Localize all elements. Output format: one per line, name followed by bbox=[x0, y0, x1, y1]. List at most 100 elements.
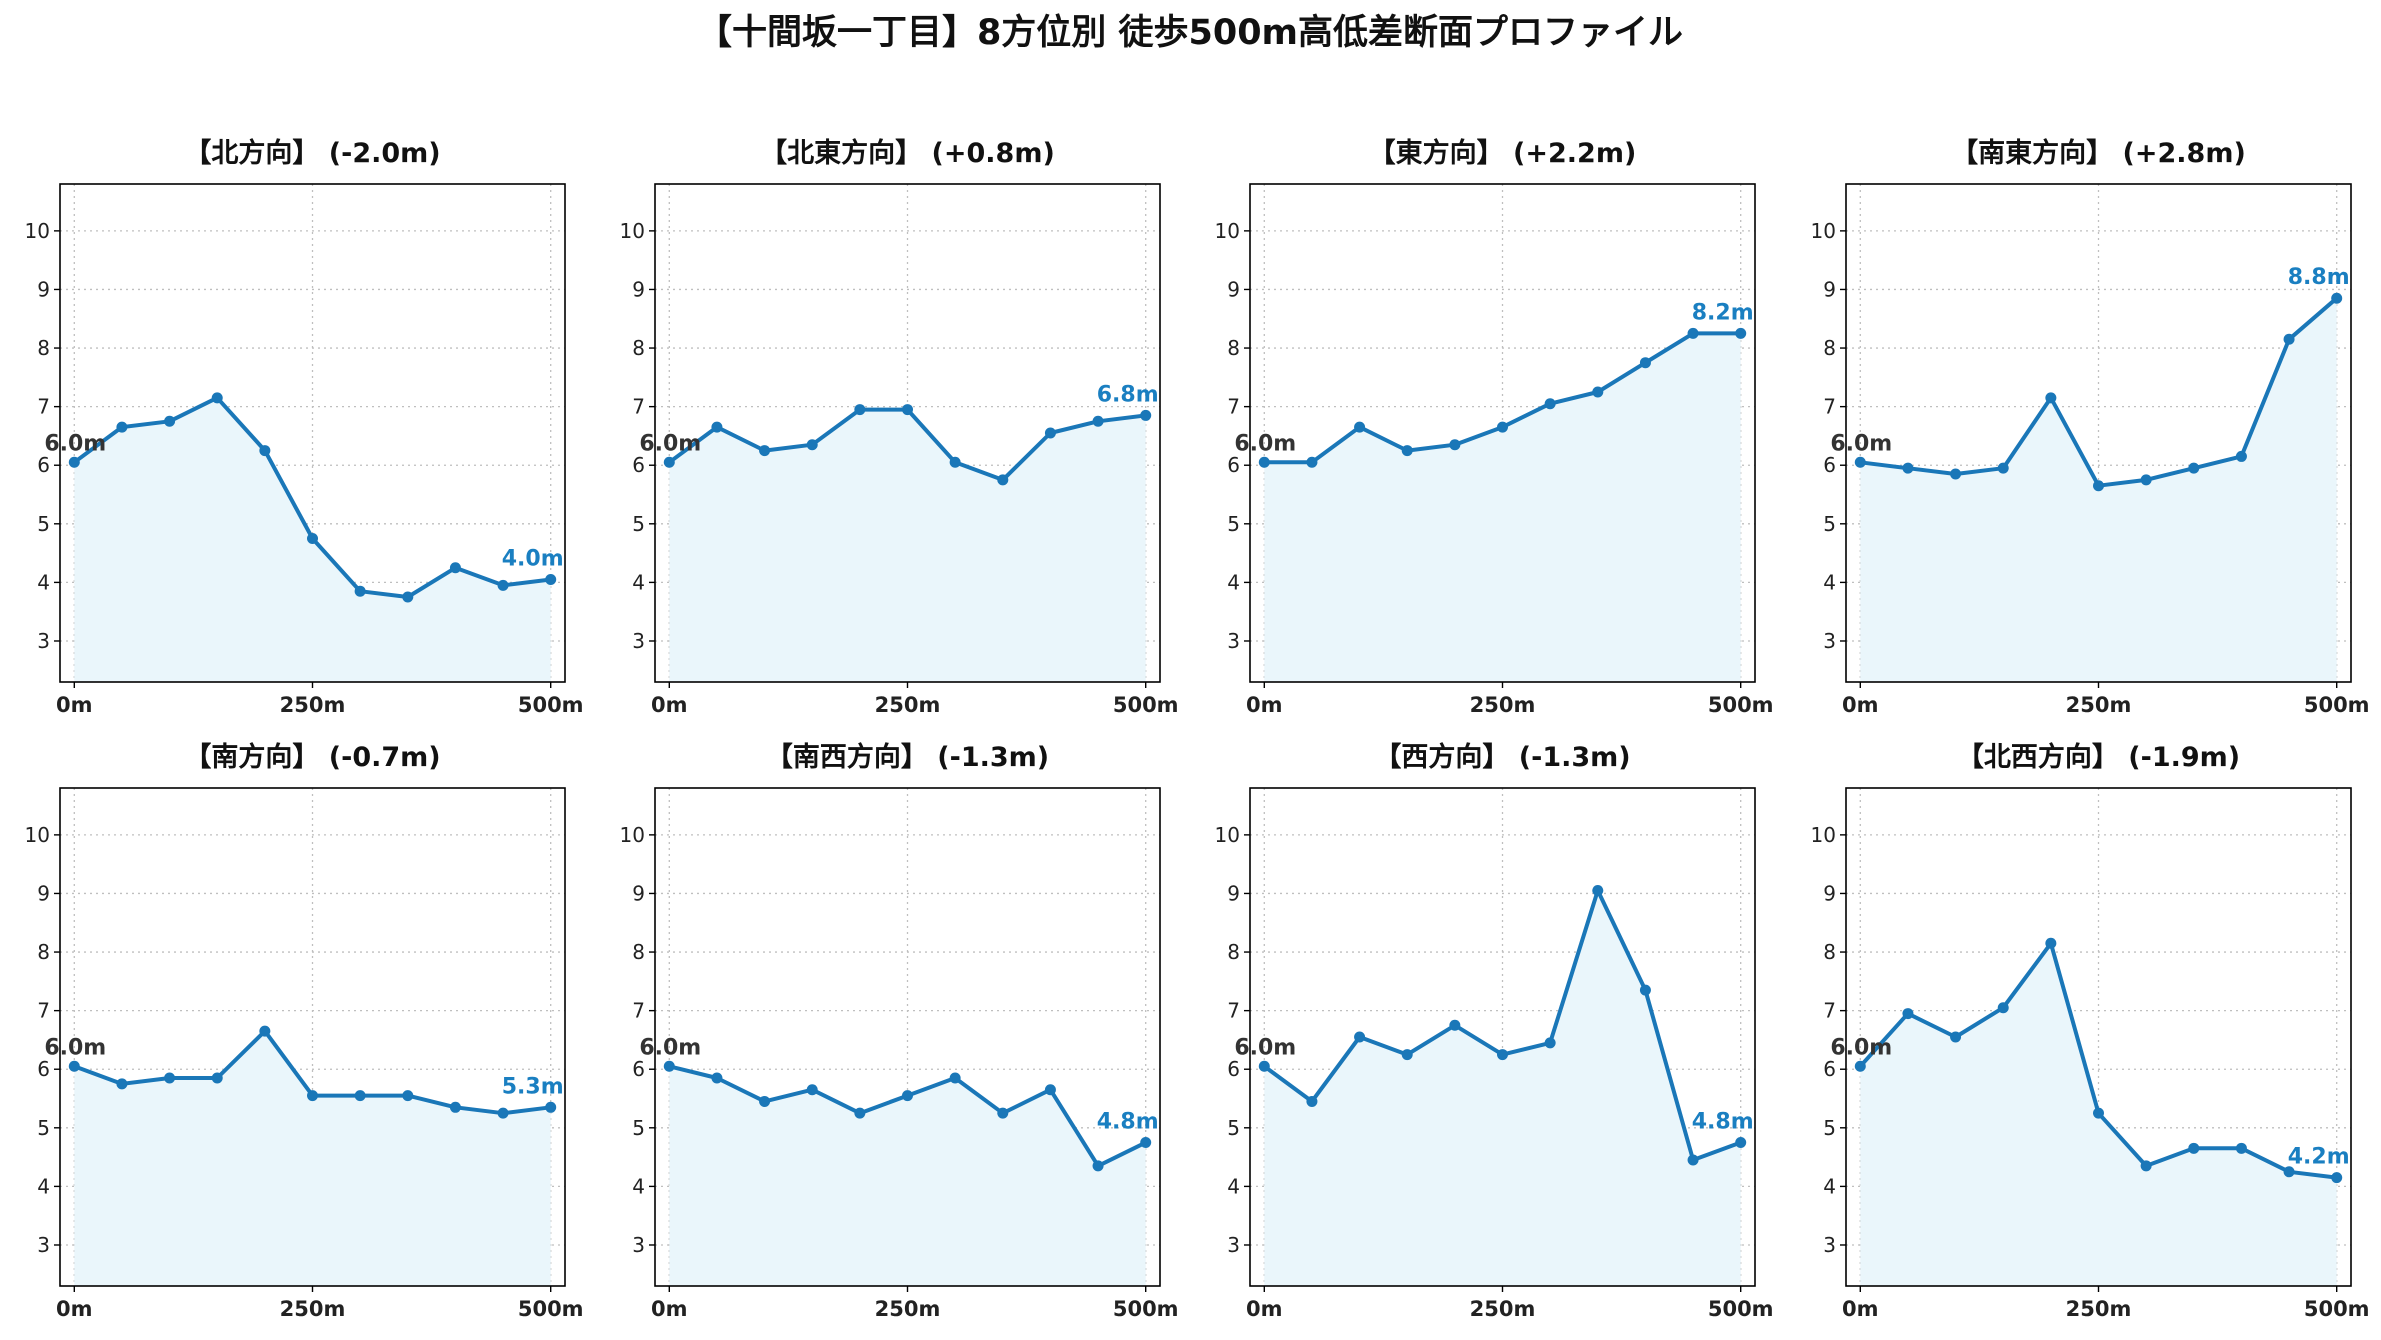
elevation-point bbox=[997, 474, 1009, 486]
x-tick-label: 250m bbox=[1470, 1297, 1536, 1321]
end-value-label: 4.8m bbox=[1097, 1109, 1159, 1134]
chart-panel-6: 【南西方向】 (-1.3m) 3 4 5 6 7 8 9 10 0m 250m 500m 6.0m 4.8… bbox=[620, 741, 1179, 1321]
y-tick-label: 9 bbox=[1227, 277, 1240, 301]
elevation-point bbox=[1044, 427, 1056, 439]
y-tick-label: 6 bbox=[632, 453, 645, 477]
y-tick-label: 6 bbox=[1823, 1057, 1836, 1081]
elevation-point bbox=[1401, 445, 1413, 457]
y-tick-label: 8 bbox=[37, 336, 50, 360]
x-tick-label: 0m bbox=[651, 693, 688, 717]
elevation-point bbox=[1997, 1002, 2009, 1014]
x-tick-label: 250m bbox=[875, 1297, 941, 1321]
elevation-point bbox=[545, 573, 557, 585]
elevation-point bbox=[2093, 1107, 2104, 1119]
elevation-point bbox=[1639, 984, 1651, 996]
elevation-point bbox=[1950, 468, 1962, 480]
elevation-point bbox=[759, 1095, 771, 1107]
y-tick-label: 7 bbox=[632, 395, 645, 419]
elevation-point bbox=[68, 456, 80, 468]
elevation-point bbox=[1449, 1019, 1461, 1031]
elevation-point bbox=[449, 1101, 461, 1113]
y-tick-label: 6 bbox=[1227, 453, 1240, 477]
elevation-point bbox=[1497, 421, 1508, 433]
chart-panel-4: 【南東方向】 (+2.8m) 3 4 5 6 7 8 9 10 0m 250m 500m 6.0m 8.8… bbox=[1811, 137, 2370, 717]
plot-frame bbox=[654, 183, 1161, 683]
y-tick-label: 9 bbox=[37, 277, 50, 301]
start-value-label: 6.0m bbox=[44, 1035, 106, 1060]
elevation-point bbox=[1258, 1060, 1270, 1072]
y-tick-label: 7 bbox=[37, 395, 50, 419]
elevation-area bbox=[669, 409, 1146, 682]
x-tick-label: 500m bbox=[518, 693, 584, 717]
elevation-point bbox=[68, 1060, 80, 1072]
elevation-point bbox=[1044, 1084, 1056, 1096]
elevation-point bbox=[1854, 1060, 1866, 1072]
x-tick-label: 250m bbox=[280, 693, 346, 717]
end-value-label: 5.3m bbox=[502, 1074, 564, 1099]
y-tick-label: 10 bbox=[25, 823, 50, 847]
end-value-label: 8.2m bbox=[1692, 300, 1754, 325]
elevation-point bbox=[2283, 333, 2295, 345]
x-tick-label: 0m bbox=[56, 1297, 93, 1321]
y-tick-label: 10 bbox=[1215, 823, 1240, 847]
x-tick-label: 250m bbox=[280, 1297, 346, 1321]
end-value-label: 8.8m bbox=[2288, 265, 2350, 290]
start-value-label: 6.0m bbox=[1830, 431, 1892, 456]
y-tick-label: 3 bbox=[37, 1233, 50, 1257]
y-tick-label: 6 bbox=[632, 1057, 645, 1081]
x-tick-label: 0m bbox=[1842, 693, 1879, 717]
x-tick-label: 0m bbox=[56, 693, 93, 717]
elevation-point bbox=[402, 1090, 414, 1102]
elevation-point bbox=[854, 1107, 866, 1119]
elevation-area bbox=[1264, 890, 1741, 1286]
y-tick-label: 6 bbox=[1227, 1057, 1240, 1081]
y-tick-label: 3 bbox=[1823, 629, 1836, 653]
elevation-point bbox=[1997, 462, 2009, 474]
elevation-point bbox=[307, 532, 318, 544]
y-tick-label: 10 bbox=[620, 823, 645, 847]
elevation-point bbox=[116, 421, 128, 433]
y-tick-label: 6 bbox=[1823, 453, 1836, 477]
elevation-point bbox=[663, 1060, 675, 1072]
x-tick-label: 500m bbox=[2304, 693, 2370, 717]
elevation-point bbox=[949, 456, 961, 468]
x-tick-label: 250m bbox=[875, 693, 941, 717]
elevation-point bbox=[1735, 327, 1747, 339]
y-tick-label: 4 bbox=[37, 1174, 50, 1198]
chart-panel-1: 【北方向】 (-2.0m) 3 4 5 6 7 8 9 10 0m 250m 500m 6.0m 4.0m bbox=[25, 137, 584, 717]
end-value-label: 4.8m bbox=[1692, 1109, 1754, 1134]
plot-frame bbox=[1249, 183, 1756, 683]
y-tick-label: 9 bbox=[1227, 881, 1240, 905]
y-tick-label: 10 bbox=[1811, 219, 1836, 243]
elevation-point bbox=[997, 1107, 1009, 1119]
y-tick-label: 9 bbox=[1823, 881, 1836, 905]
y-tick-label: 4 bbox=[37, 570, 50, 594]
start-value-label: 6.0m bbox=[639, 431, 701, 456]
elevation-point bbox=[2188, 462, 2200, 474]
elevation-point bbox=[1544, 398, 1556, 410]
elevation-point bbox=[806, 439, 818, 451]
elevation-point bbox=[663, 456, 675, 468]
y-tick-label: 6 bbox=[37, 1057, 50, 1081]
y-tick-label: 5 bbox=[1823, 512, 1836, 536]
elevation-point bbox=[902, 404, 913, 416]
y-tick-label: 9 bbox=[1823, 277, 1836, 301]
y-tick-label: 5 bbox=[37, 1116, 50, 1140]
elevation-point bbox=[1592, 885, 1604, 897]
figure-title: 【十間坂一丁目】8方位別 徒歩500m高低差断面プロファイル bbox=[697, 13, 1683, 53]
y-tick-label: 5 bbox=[632, 512, 645, 536]
panel-title: 【東方向】 (+2.2m) bbox=[1369, 137, 1637, 169]
elevation-point bbox=[1639, 357, 1651, 369]
elevation-point bbox=[902, 1090, 913, 1102]
elevation-point bbox=[497, 579, 509, 591]
elevation-point bbox=[2140, 474, 2152, 486]
elevation-point bbox=[211, 392, 223, 404]
y-tick-label: 5 bbox=[1227, 1116, 1240, 1140]
elevation-point bbox=[1902, 1008, 1914, 1020]
elevation-point bbox=[949, 1072, 961, 1084]
elevation-area bbox=[74, 1031, 551, 1286]
elevation-area bbox=[669, 1066, 1146, 1286]
y-tick-label: 9 bbox=[37, 881, 50, 905]
elevation-point bbox=[1497, 1049, 1508, 1061]
y-tick-label: 7 bbox=[1823, 999, 1836, 1023]
